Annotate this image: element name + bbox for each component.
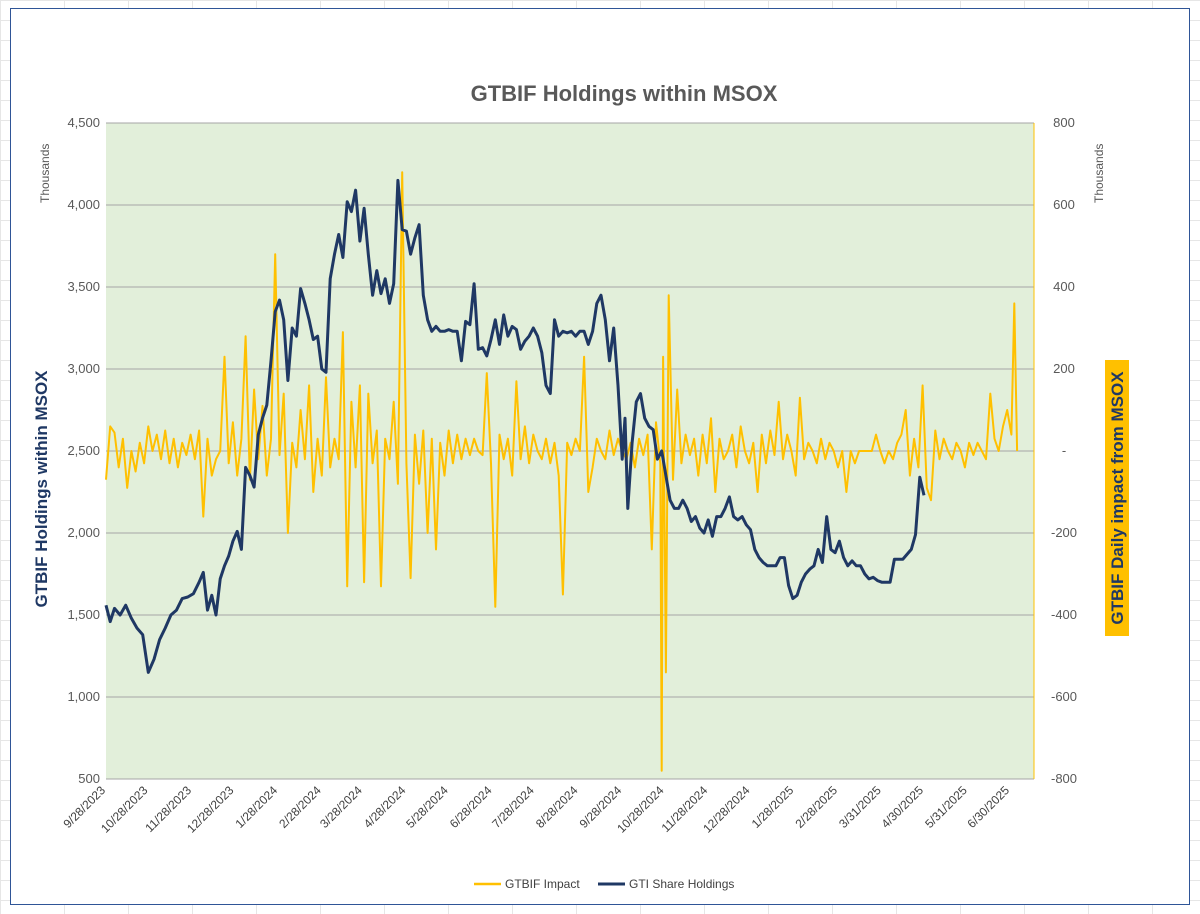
x-tick-label: 4/28/2024 (361, 783, 409, 831)
right-tick-label: -200 (1051, 525, 1077, 540)
x-tick-label: 6/28/2024 (447, 783, 495, 831)
x-tick-label: 1/28/2025 (749, 783, 797, 831)
x-tick-label: 8/28/2024 (533, 783, 581, 831)
left-axis-title: GTBIF Holdings within MSOX (32, 370, 51, 608)
x-tick-label: 12/28/2024 (700, 783, 753, 836)
left-tick-label: 3,500 (67, 279, 100, 294)
legend-label-gti-holdings: GTI Share Holdings (629, 877, 734, 891)
x-tick-label: 2/28/2024 (276, 783, 324, 831)
series-line-gti-holdings (104, 178, 926, 674)
right-tick-label: - (1062, 443, 1066, 458)
right-axis-title: GTBIF Daily impact from MSOX (1108, 371, 1127, 625)
left-axis-unit: Thousands (38, 144, 52, 203)
x-tick-label: 1/28/2024 (233, 783, 281, 831)
right-tick-label: -400 (1051, 607, 1077, 622)
series-line-gtbif-impact (105, 171, 1019, 772)
right-tick-label: 800 (1053, 115, 1075, 130)
legend: GTBIF Impact GTI Share Holdings (474, 877, 734, 891)
right-axis-unit: Thousands (1092, 144, 1106, 203)
x-tick-label: 6/30/2025 (964, 783, 1012, 831)
legend-label-gtbif-impact: GTBIF Impact (505, 877, 580, 891)
x-tick-label: 7/28/2024 (489, 783, 537, 831)
right-tick-label: -800 (1051, 771, 1077, 786)
chart-area[interactable]: 500 1,000 1,500 2,000 2,500 3,000 3,500 4,000 4,… (10, 8, 1190, 905)
chart-svg: 500 1,000 1,500 2,000 2,500 3,000 3,500 4,000 4,… (32, 81, 1129, 891)
x-tick-label: 4/30/2025 (878, 783, 926, 831)
left-tick-label: 500 (78, 771, 100, 786)
left-axis-ticks: 500 1,000 1,500 2,000 2,500 3,000 3,500 4,000 4,… (67, 115, 100, 786)
x-tick-label: 3/31/2025 (836, 783, 884, 831)
left-tick-label: 1,500 (67, 607, 100, 622)
x-axis-ticks: 9/28/202310/28/202311/28/202312/28/20231… (60, 783, 1012, 836)
x-tick-label: 5/28/2024 (403, 783, 451, 831)
x-tick-label: 2/28/2025 (792, 783, 840, 831)
left-tick-label: 1,000 (67, 689, 100, 704)
right-axis-title-highlight (1105, 360, 1129, 636)
x-tick-label: 10/28/2024 (614, 783, 667, 836)
x-tick-label: 10/28/2023 (98, 783, 151, 836)
left-tick-label: 3,000 (67, 361, 100, 376)
x-tick-label: 3/28/2024 (317, 783, 365, 831)
right-tick-label: 200 (1053, 361, 1075, 376)
right-tick-label: -600 (1051, 689, 1077, 704)
x-tick-label: 12/28/2023 (184, 783, 237, 836)
left-tick-label: 2,000 (67, 525, 100, 540)
right-tick-label: 600 (1053, 197, 1075, 212)
series-lines (104, 171, 1019, 772)
left-tick-label: 4,000 (67, 197, 100, 212)
x-tick-label: 5/31/2025 (922, 783, 970, 831)
left-tick-label: 4,500 (67, 115, 100, 130)
chart-title: GTBIF Holdings within MSOX (471, 81, 778, 106)
right-tick-label: 400 (1053, 279, 1075, 294)
left-tick-label: 2,500 (67, 443, 100, 458)
